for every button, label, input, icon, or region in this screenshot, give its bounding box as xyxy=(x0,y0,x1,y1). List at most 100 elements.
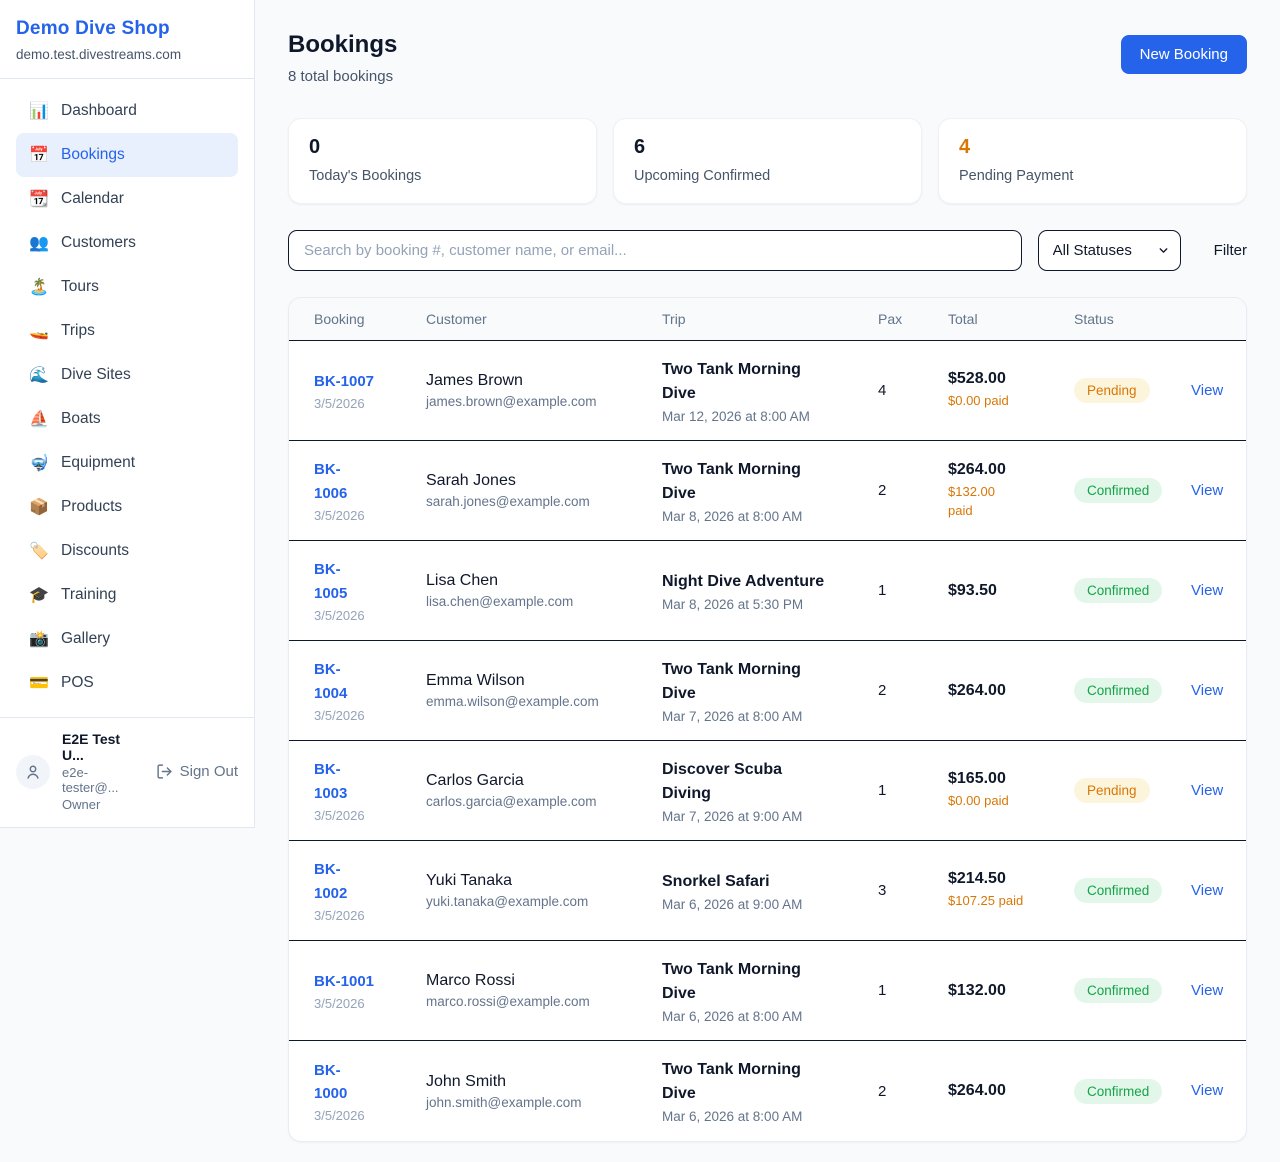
table-row: BK- 1004 3/5/2026 Emma Wilson emma.wilso… xyxy=(289,641,1246,741)
booking-id-link[interactable]: BK- 1000 xyxy=(314,1061,348,1102)
total-amount: $165.00 xyxy=(948,770,1006,788)
boats-sailboat-icon: ⛵ xyxy=(29,411,49,428)
status-cell: Pending xyxy=(1074,778,1191,803)
status-badge: Confirmed xyxy=(1074,478,1163,503)
booking-id-link[interactable]: BK- 1004 xyxy=(314,661,348,702)
sidebar-item-discounts[interactable]: 🏷️ Discounts xyxy=(16,529,238,573)
paid-amount: $0.00 paid xyxy=(948,793,1009,809)
customer-email: emma.wilson@example.com xyxy=(426,694,599,709)
sidebar-nav: 📊 Dashboard 📅 Bookings 📆 Calendar 👥 Cust… xyxy=(0,79,254,717)
customer-name: Carlos Garcia xyxy=(426,772,524,789)
sidebar-item-customers[interactable]: 👥 Customers xyxy=(16,221,238,265)
trips-speedboat-icon: 🚤 xyxy=(29,323,49,340)
booking-id-link[interactable]: BK- 1006 xyxy=(314,461,348,502)
trip-datetime: Mar 7, 2026 at 9:00 AM xyxy=(662,808,803,824)
actions-cell: View xyxy=(1191,682,1235,700)
view-link[interactable]: View xyxy=(1191,681,1224,699)
total-cell: $132.00 xyxy=(948,982,1074,1000)
new-booking-button[interactable]: New Booking xyxy=(1120,35,1247,74)
status-cell: Confirmed xyxy=(1074,1078,1191,1104)
status-filter-wrapper: All Statuses xyxy=(1037,230,1181,271)
booking-date: 3/5/2026 xyxy=(314,1108,365,1124)
booking-id-link[interactable]: BK-1007 xyxy=(314,372,375,390)
trip-name: Two Tank Morning Dive xyxy=(662,960,801,1002)
sidebar-item-label: Customers xyxy=(61,234,136,251)
sidebar-item-pos[interactable]: 💳 POS xyxy=(16,661,238,705)
sidebar-item-boats[interactable]: ⛵ Boats xyxy=(16,397,238,441)
total-amount: $132.00 xyxy=(948,981,1006,999)
trip-datetime: Mar 8, 2026 at 5:30 PM xyxy=(662,596,804,612)
column-header-pax: Pax xyxy=(878,311,903,327)
booking-id-link[interactable]: BK- 1005 xyxy=(314,561,348,602)
page-title: Bookings xyxy=(288,31,398,58)
dive-sites-wave-icon: 🌊 xyxy=(29,367,49,384)
sidebar-item-gallery[interactable]: 📸 Gallery xyxy=(16,617,238,661)
view-link[interactable]: View xyxy=(1191,881,1224,899)
sidebar-item-bookings[interactable]: 📅 Bookings xyxy=(16,133,238,177)
pax-cell: 1 xyxy=(878,982,887,999)
pax-cell: 1 xyxy=(878,782,887,799)
sidebar-item-label: Dive Sites xyxy=(61,366,131,383)
sidebar-item-label: Bookings xyxy=(61,146,125,163)
view-link[interactable]: View xyxy=(1191,581,1224,599)
customer-name: Emma Wilson xyxy=(426,672,525,689)
status-badge: Confirmed xyxy=(1074,678,1163,703)
customer-name: Lisa Chen xyxy=(426,572,499,589)
view-link[interactable]: View xyxy=(1191,781,1224,799)
sidebar-item-tours[interactable]: 🏝️ Tours xyxy=(16,265,238,309)
stats-row: 0 Today's Bookings 6 Upcoming Confirmed … xyxy=(288,118,1247,204)
sidebar-item-training[interactable]: 🎓 Training xyxy=(16,573,238,617)
paid-amount: $107.25 paid xyxy=(948,893,1024,909)
sidebar-item-products[interactable]: 📦 Products xyxy=(16,485,238,529)
pax-cell: 3 xyxy=(878,882,887,899)
actions-cell: View xyxy=(1191,782,1235,800)
view-link[interactable]: View xyxy=(1191,481,1224,499)
user-role: Owner xyxy=(62,797,101,812)
table-row: BK- 1006 3/5/2026 Sarah Jones sarah.jone… xyxy=(289,441,1246,541)
search-input[interactable] xyxy=(288,230,1022,271)
sidebar-item-trips[interactable]: 🚤 Trips xyxy=(16,309,238,353)
pax-cell: 4 xyxy=(878,382,887,399)
trip-name: Discover Scuba Diving xyxy=(662,760,783,802)
booking-id-link[interactable]: BK- 1002 xyxy=(314,861,348,902)
sign-out-icon xyxy=(156,763,173,780)
view-link[interactable]: View xyxy=(1191,981,1224,999)
column-header-booking: Booking xyxy=(314,311,365,327)
sidebar-item-label: Training xyxy=(61,586,117,603)
user-info: E2E Test U... e2e-tester@... Owner xyxy=(62,731,144,812)
booking-cell: BK- 1004 3/5/2026 xyxy=(314,658,426,723)
products-package-icon: 📦 xyxy=(29,499,49,516)
filter-button[interactable]: Filter xyxy=(1213,242,1247,259)
total-amount: $264.00 xyxy=(948,461,1006,479)
status-filter-select[interactable]: All Statuses xyxy=(1037,230,1181,271)
sidebar-item-dashboard[interactable]: 📊 Dashboard xyxy=(16,89,238,133)
booking-cell: BK- 1006 3/5/2026 xyxy=(314,458,426,523)
user-name: E2E Test U... xyxy=(62,731,121,763)
total-cell: $264.00 xyxy=(948,1082,1074,1100)
pax-cell: 2 xyxy=(878,1082,887,1100)
table-row: BK-1001 3/5/2026 Marco Rossi marco.rossi… xyxy=(289,941,1246,1041)
booking-id-link[interactable]: BK- 1003 xyxy=(314,761,348,802)
sidebar-item-equipment[interactable]: 🤿 Equipment xyxy=(16,441,238,485)
pos-creditcard-icon: 💳 xyxy=(29,675,49,692)
customer-email: john.smith@example.com xyxy=(426,1094,582,1110)
sign-out-button[interactable]: Sign Out xyxy=(156,763,238,780)
trip-cell: Discover Scuba Diving Mar 7, 2026 at 9:0… xyxy=(662,758,878,824)
actions-cell: View xyxy=(1191,482,1235,500)
view-link[interactable]: View xyxy=(1191,1082,1224,1099)
sidebar-item-label: Equipment xyxy=(61,454,136,471)
column-header-trip: Trip xyxy=(662,311,686,327)
booking-id-link[interactable]: BK-1001 xyxy=(314,972,375,990)
booking-cell: BK-1001 3/5/2026 xyxy=(314,970,426,1011)
column-header-total: Total xyxy=(948,311,978,327)
view-link[interactable]: View xyxy=(1191,381,1224,399)
sidebar-item-dive-sites[interactable]: 🌊 Dive Sites xyxy=(16,353,238,397)
user-avatar-icon xyxy=(16,754,50,789)
trip-datetime: Mar 6, 2026 at 8:00 AM xyxy=(662,1109,803,1124)
customer-cell: James Brown james.brown@example.com xyxy=(426,372,662,409)
brand-logo-link[interactable]: Demo Dive Shop xyxy=(16,18,170,39)
gallery-camera-icon: 📸 xyxy=(29,631,49,648)
booking-date: 3/5/2026 xyxy=(314,707,365,723)
sidebar-item-calendar[interactable]: 📆 Calendar xyxy=(16,177,238,221)
table-row: BK- 1005 3/5/2026 Lisa Chen lisa.chen@ex… xyxy=(289,541,1246,641)
